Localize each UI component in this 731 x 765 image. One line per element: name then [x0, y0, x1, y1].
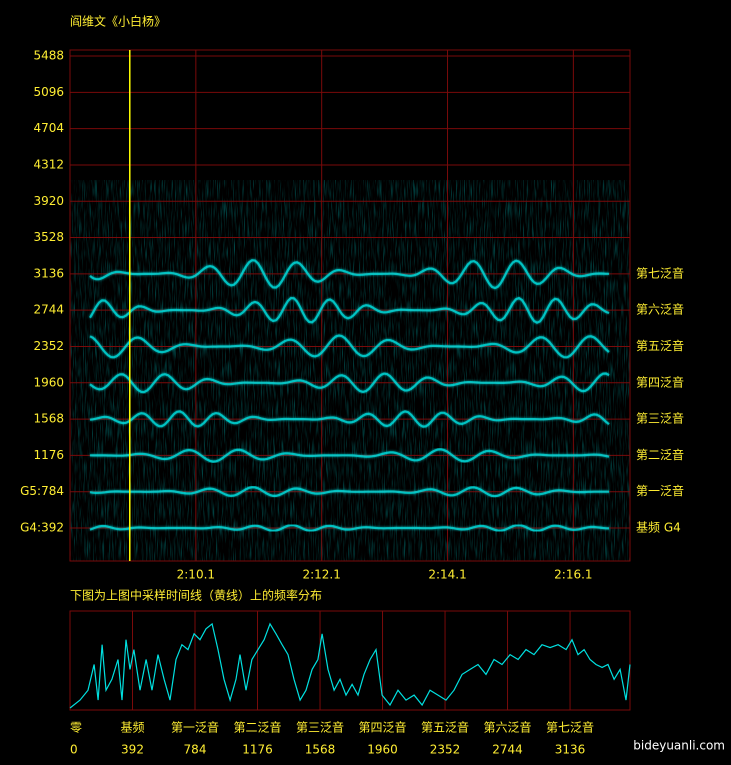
- harmonic-band: [89, 296, 610, 324]
- x-tick-label: 784: [184, 743, 207, 757]
- harmonic-band: [89, 410, 610, 428]
- chart-title: 阎维文《小白杨》: [70, 14, 166, 29]
- x-tick-name: 零: [70, 721, 82, 735]
- y-tick-label: 3136: [33, 266, 64, 280]
- y-tick-label: G4:392: [20, 521, 64, 535]
- x-tick-name: 第六泛音: [484, 720, 532, 735]
- y-tick-label: 2744: [33, 303, 64, 317]
- x-tick-label: 2:16.1: [554, 568, 592, 582]
- x-tick-label: 2:10.1: [177, 568, 215, 582]
- x-tick-label: 0: [70, 743, 78, 757]
- y-tick-label: G5:784: [20, 484, 64, 498]
- y-tick-label: 1568: [33, 412, 64, 426]
- harmonic-label: 第二泛音: [636, 447, 684, 462]
- harmonic-band: [89, 523, 610, 533]
- harmonic-band: [89, 448, 610, 463]
- x-tick-label: 2352: [430, 743, 461, 757]
- x-tick-label: 2:12.1: [302, 568, 340, 582]
- x-tick-label: 2744: [492, 743, 523, 757]
- x-tick-label: 3136: [555, 743, 586, 757]
- plot-frame: [69, 49, 631, 562]
- y-tick-label: 1960: [33, 375, 64, 389]
- harmonic-label: 第五泛音: [636, 338, 684, 353]
- y-tick-label: 3920: [33, 194, 64, 208]
- x-tick-label: 2:14.1: [428, 568, 466, 582]
- harmonic-band: [89, 334, 610, 359]
- chart-title: 下图为上图中采样时间线（黄线）上的频率分布: [70, 588, 322, 603]
- x-tick-name: 第五泛音: [421, 720, 469, 735]
- y-tick-label: 4704: [33, 121, 64, 135]
- y-tick-label: 1176: [33, 448, 64, 462]
- watermark: bideyuanli.com: [633, 739, 725, 753]
- spectrum-line: [69, 622, 631, 709]
- x-tick-name: 第一泛音: [171, 720, 219, 735]
- x-tick-name: 第四泛音: [359, 720, 407, 735]
- harmonic-band: [89, 486, 609, 498]
- y-tick-label: 2352: [33, 339, 64, 353]
- x-tick-label: 1176: [242, 743, 273, 757]
- x-tick-label: 392: [121, 743, 144, 757]
- harmonic-label: 第七泛音: [636, 265, 684, 280]
- x-tick-name: 基频: [120, 721, 144, 735]
- harmonic-label: 基频 G4: [636, 521, 681, 535]
- harmonic-label: 第四泛音: [636, 374, 684, 389]
- y-tick-label: 5096: [33, 85, 64, 99]
- spectrogram-texture: [70, 180, 630, 561]
- y-tick-label: 4312: [33, 157, 64, 171]
- harmonic-label: 第一泛音: [636, 483, 684, 498]
- harmonic-band: [89, 372, 610, 394]
- y-tick-label: 3528: [33, 230, 64, 244]
- x-tick-label: 1960: [367, 743, 398, 757]
- x-tick-name: 第七泛音: [546, 720, 594, 735]
- x-tick-name: 第二泛音: [234, 720, 282, 735]
- y-tick-label: 5488: [33, 49, 64, 63]
- harmonic-band: [89, 259, 609, 290]
- x-tick-name: 第三泛音: [296, 720, 344, 735]
- harmonic-label: 第六泛音: [636, 302, 684, 317]
- plot-frame: [69, 610, 631, 711]
- x-tick-label: 1568: [305, 743, 336, 757]
- harmonic-label: 第三泛音: [636, 411, 684, 426]
